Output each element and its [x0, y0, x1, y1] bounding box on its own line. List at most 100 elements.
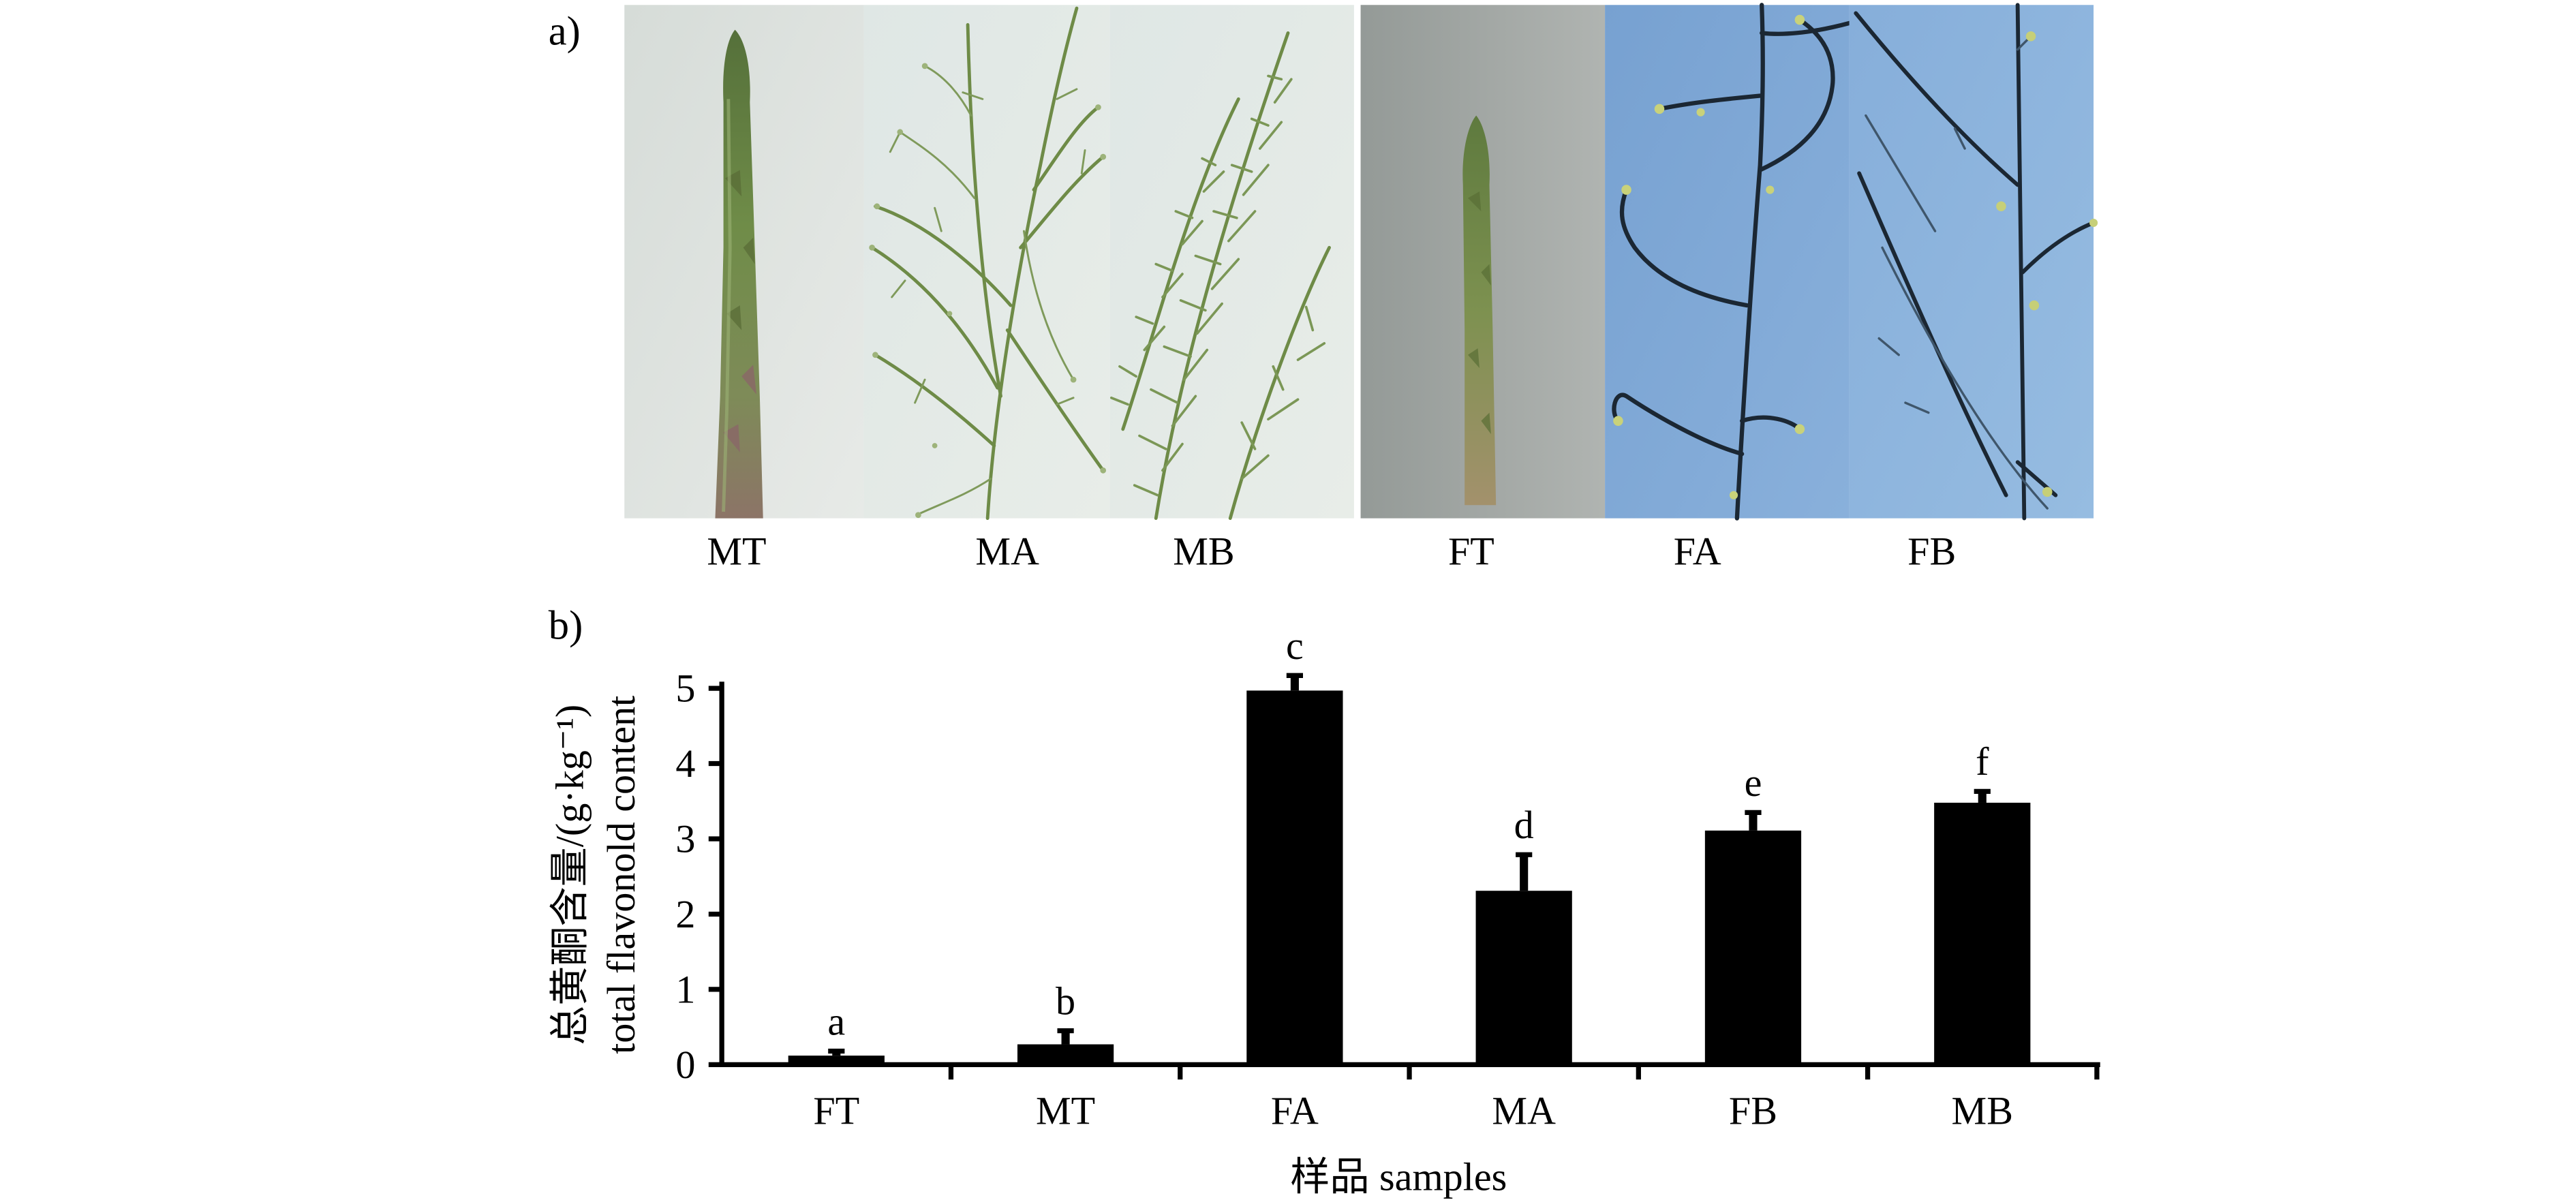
bud: [921, 63, 928, 70]
bud: [932, 443, 938, 448]
twigs: [1865, 35, 2049, 510]
bar-chart: 0 1 2 3 4 5 FT MT FA MA FB MB a b c d e f 样品 samples 总黄…: [548, 624, 2100, 1199]
bud: [1070, 376, 1077, 383]
bud: [872, 352, 878, 358]
significance-letters: a b c d e f: [827, 624, 1989, 1043]
y-tick-label: 1: [675, 967, 695, 1011]
branch: [2021, 221, 2096, 275]
branch: [1657, 93, 1762, 112]
significance-letter-ft: a: [827, 999, 845, 1043]
branch: [1019, 155, 1105, 249]
photo-background: [1605, 5, 1850, 519]
y-tick-label: 0: [675, 1043, 695, 1087]
bud: [897, 129, 904, 136]
frond: [1109, 157, 1225, 406]
branch: [985, 6, 1079, 521]
branch: [1612, 393, 1745, 457]
fronds: [1109, 74, 1326, 497]
spear-highlight: [722, 99, 732, 512]
panel-a: a): [549, 3, 2098, 573]
photo-label-ft: FT: [1448, 529, 1494, 573]
x-tick-label-ma: MA: [1492, 1089, 1556, 1133]
branch: [1121, 97, 1240, 431]
photo-fb: [1849, 3, 2098, 521]
bract: [1996, 201, 2006, 212]
branch: [870, 245, 1000, 390]
photo-background: [1109, 5, 1354, 519]
asparagus-spear: [1462, 115, 1497, 506]
photo-label-ma: MA: [975, 529, 1039, 573]
y-axis-ticks: 0 1 2 3 4 5: [675, 666, 722, 1087]
branch: [966, 22, 1002, 398]
frond: [1240, 305, 1326, 480]
y-axis-title-en: total flavonold content: [599, 696, 643, 1054]
branch: [874, 204, 1013, 307]
branches: [1612, 3, 1852, 521]
bud: [1095, 104, 1101, 110]
bar-fa: [1246, 690, 1343, 1065]
y-tick-label: 4: [675, 741, 695, 786]
photo-fa: [1605, 3, 1852, 521]
panel-b: b) 0 1 2 3 4 5 FT MT FA MA FB MB a b c d e f 样品 samples…: [548, 602, 2100, 1199]
bud: [869, 244, 875, 251]
bud: [874, 203, 880, 210]
panel-a-label: a): [549, 8, 581, 54]
frond: [1133, 74, 1293, 497]
bar-ma: [1475, 891, 1572, 1065]
branches: [1854, 3, 2096, 521]
x-axis-ticks: FT MT FA MA FB MB: [813, 1064, 2100, 1133]
branch: [1854, 11, 2020, 187]
x-tick-label-ft: FT: [813, 1089, 859, 1133]
bract: [2042, 487, 2053, 497]
branch: [1758, 17, 1835, 172]
bract: [1794, 424, 1805, 435]
bracts: [1996, 31, 2098, 497]
bract: [1621, 185, 1631, 195]
photo-mt: [624, 5, 864, 519]
y-tick-label: 2: [675, 892, 695, 936]
branch: [1619, 187, 1749, 308]
twig: [889, 65, 1086, 517]
panel-b-label: b): [549, 602, 583, 648]
bract: [2029, 300, 2040, 311]
branches: [870, 6, 1105, 521]
bud: [1100, 467, 1107, 474]
photo-background: [1849, 5, 2094, 519]
bract: [1729, 491, 1738, 499]
y-tick-label: 5: [675, 666, 695, 710]
photo-label-fa: FA: [1674, 529, 1721, 573]
bar-mb: [1934, 802, 2031, 1065]
branch: [1032, 106, 1100, 191]
bar-mt: [1017, 1044, 1114, 1065]
bud: [915, 512, 921, 519]
photo-label-mb: MB: [1173, 529, 1234, 573]
branch: [2015, 3, 2027, 521]
significance-letter-fb: e: [1745, 760, 1762, 805]
significance-letter-fa: c: [1286, 624, 1304, 668]
bract: [1613, 416, 1623, 426]
photo-mb: [1109, 5, 1354, 521]
photo-background: [863, 5, 1110, 519]
bract: [1654, 104, 1665, 114]
twig: [1865, 35, 2049, 510]
bract: [2025, 31, 2036, 42]
bracts: [1613, 14, 1805, 499]
x-tick-label-mb: MB: [1952, 1089, 2013, 1133]
bud: [947, 311, 953, 317]
bars: [788, 673, 2031, 1065]
spear-bract: [723, 365, 757, 452]
flower-buds: [869, 63, 1107, 519]
branch: [874, 353, 996, 448]
branch: [1005, 328, 1105, 472]
x-axis-title: 样品 samples: [1290, 1154, 1507, 1199]
photo-ma: [863, 5, 1110, 521]
significance-letter-mt: b: [1056, 979, 1075, 1023]
x-tick-label-fa: FA: [1271, 1089, 1319, 1133]
significance-letter-mb: f: [1976, 739, 1989, 784]
branch: [1857, 171, 2008, 497]
bud: [1100, 153, 1107, 160]
bract: [1766, 185, 1775, 194]
bract: [1794, 14, 1805, 25]
photo-label-mt: MT: [707, 529, 766, 573]
